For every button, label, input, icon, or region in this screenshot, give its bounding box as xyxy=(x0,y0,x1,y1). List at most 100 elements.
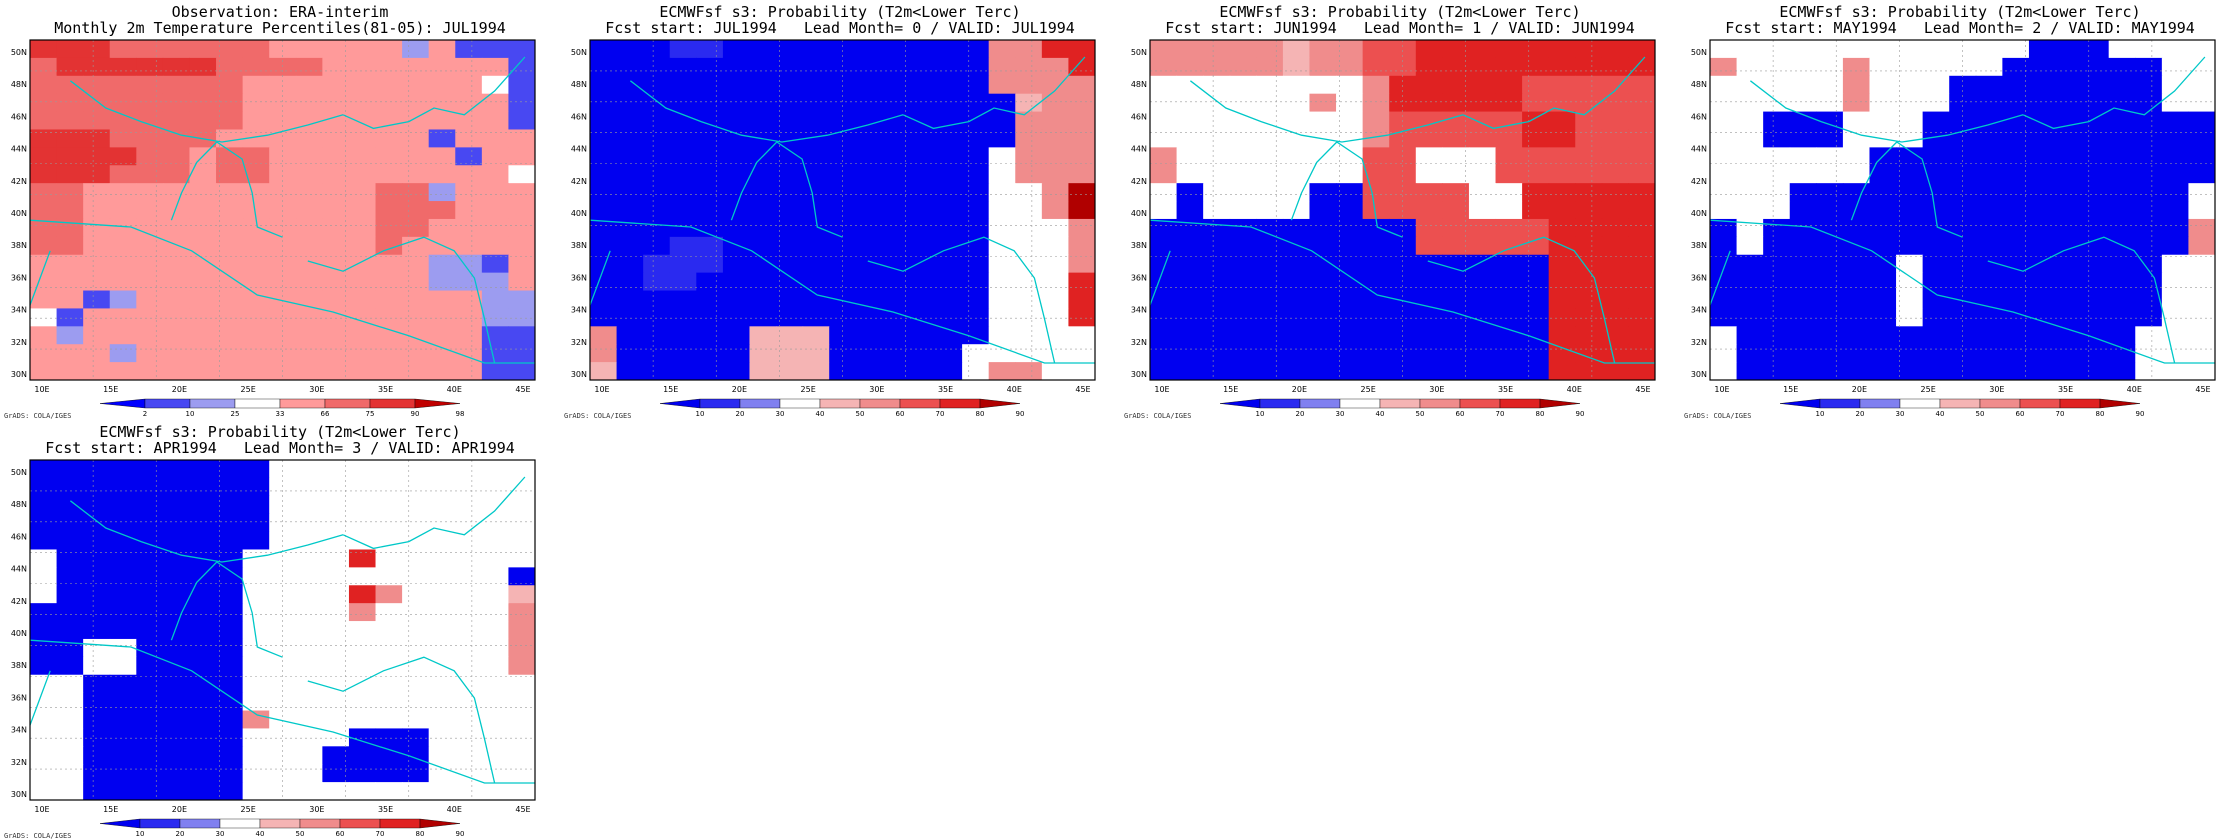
data-cell xyxy=(216,764,244,783)
colorbar-swatch xyxy=(1219,398,1261,409)
data-cell xyxy=(402,111,430,130)
data-cell xyxy=(1495,129,1523,148)
data-cell xyxy=(962,362,990,381)
data-cell xyxy=(83,621,111,640)
data-cell xyxy=(1710,254,1738,274)
data-cell xyxy=(1816,93,1844,113)
data-cell xyxy=(2028,201,2057,220)
data-cell xyxy=(1229,165,1257,184)
data-cell xyxy=(136,585,164,604)
lat-tick-label: 30N xyxy=(571,370,587,379)
data-cell xyxy=(109,290,137,309)
data-cell xyxy=(162,603,190,622)
data-cell xyxy=(2028,183,2057,202)
data-cell xyxy=(1068,308,1096,327)
data-cell xyxy=(1842,326,1870,345)
data-cell xyxy=(616,254,644,274)
data-cell xyxy=(722,344,750,363)
data-cell xyxy=(2161,362,2189,381)
data-cell xyxy=(109,93,137,113)
data-cell xyxy=(216,362,244,381)
data-cell xyxy=(508,111,536,130)
data-cell xyxy=(1975,308,2003,327)
colorbar-swatch xyxy=(1539,398,1581,409)
data-cell xyxy=(428,621,456,640)
data-cell xyxy=(83,638,111,658)
data-cell xyxy=(83,585,111,604)
data-cell xyxy=(1041,290,1069,309)
data-cell xyxy=(2135,183,2163,202)
data-cell xyxy=(590,326,618,345)
colorbar-swatch xyxy=(1379,398,1421,409)
data-cell xyxy=(643,362,671,381)
data-cell xyxy=(109,603,137,622)
data-cell xyxy=(30,75,58,95)
data-cell xyxy=(1415,254,1443,274)
data-cell xyxy=(269,183,297,202)
data-cell xyxy=(1282,165,1310,184)
colorbar-label: 60 xyxy=(2016,410,2025,418)
data-cell xyxy=(882,290,910,309)
data-cell xyxy=(1041,236,1069,256)
data-cell xyxy=(189,201,217,220)
lon-tick-label: 35E xyxy=(378,805,393,814)
data-cell xyxy=(669,254,697,274)
data-cell xyxy=(1842,362,1870,381)
data-cell xyxy=(1015,236,1043,256)
data-cell xyxy=(295,236,323,256)
data-cell xyxy=(1495,111,1523,130)
data-cell xyxy=(2188,57,2216,77)
data-cell xyxy=(1628,290,1656,309)
data-cell xyxy=(322,728,350,747)
data-cell xyxy=(481,585,509,604)
data-cell xyxy=(30,656,58,676)
data-cell xyxy=(269,40,297,59)
data-cell xyxy=(83,362,111,381)
data-cell xyxy=(749,201,777,220)
data-cell xyxy=(988,93,1016,113)
data-cell xyxy=(643,165,671,184)
data-cell xyxy=(322,585,350,604)
data-cell xyxy=(776,326,804,345)
data-cell xyxy=(216,236,244,256)
data-cell xyxy=(2082,218,2110,238)
data-cell xyxy=(269,638,297,658)
data-cell xyxy=(643,57,671,77)
coastline xyxy=(1149,219,1655,364)
colorbar-swatch xyxy=(1979,398,2021,409)
colorbar-label: 30 xyxy=(216,830,225,838)
data-cell xyxy=(428,460,456,479)
data-cell xyxy=(882,129,910,148)
data-cell xyxy=(696,218,724,238)
data-cell xyxy=(2082,201,2110,220)
data-cell xyxy=(2135,147,2163,166)
data-cell xyxy=(455,531,483,550)
data-cell xyxy=(1309,308,1337,327)
data-cell xyxy=(988,40,1016,59)
data-cell xyxy=(1389,57,1417,77)
data-cell xyxy=(1842,75,1870,95)
data-cell xyxy=(109,674,137,694)
lat-tick-label: 34N xyxy=(11,306,27,315)
data-cell xyxy=(242,57,270,77)
data-cell xyxy=(1415,40,1443,59)
data-cell xyxy=(56,782,84,801)
colorbar-label: 80 xyxy=(2096,410,2105,418)
data-cell xyxy=(988,129,1016,148)
data-cell xyxy=(242,344,270,363)
data-cell xyxy=(322,495,350,515)
data-cell xyxy=(216,57,244,77)
data-cell xyxy=(348,477,377,497)
data-cell xyxy=(216,746,244,765)
data-cell xyxy=(802,57,830,77)
data-cell xyxy=(2188,75,2216,95)
data-cell xyxy=(1150,129,1178,148)
data-cell xyxy=(1203,147,1231,166)
data-cell xyxy=(322,674,350,694)
data-cell xyxy=(109,460,137,479)
data-cell xyxy=(508,147,536,166)
data-cell xyxy=(1816,308,1844,327)
data-cell xyxy=(1150,165,1178,184)
data-cell xyxy=(616,290,644,309)
data-cell xyxy=(136,93,164,113)
